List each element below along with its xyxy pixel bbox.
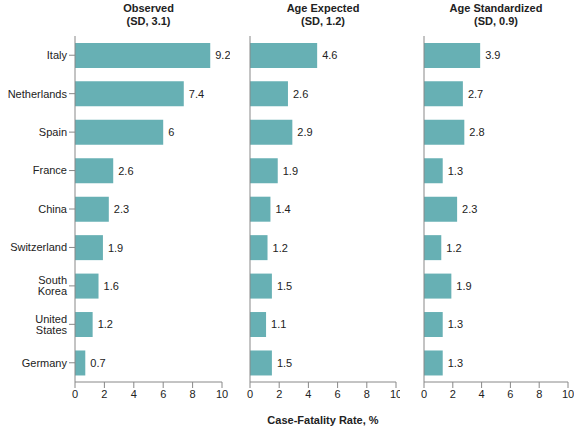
svg-text:6: 6 (160, 388, 166, 400)
svg-text:0.7: 0.7 (90, 357, 105, 369)
svg-text:1.6: 1.6 (104, 280, 119, 292)
svg-text:8: 8 (190, 388, 196, 400)
svg-text:2: 2 (276, 388, 282, 400)
svg-text:2.6: 2.6 (118, 165, 133, 177)
svg-text:2.9: 2.9 (297, 126, 312, 138)
svg-text:8: 8 (536, 388, 542, 400)
svg-text:3.9: 3.9 (485, 49, 500, 61)
svg-text:Italy: Italy (47, 49, 68, 61)
svg-text:2.6: 2.6 (293, 88, 308, 100)
svg-text:1.2: 1.2 (98, 318, 113, 330)
svg-text:6: 6 (335, 388, 341, 400)
svg-text:10: 10 (390, 388, 400, 400)
svg-text:6: 6 (168, 126, 174, 138)
svg-text:10: 10 (562, 388, 569, 400)
svg-text:1.3: 1.3 (448, 165, 463, 177)
svg-text:2.3: 2.3 (114, 203, 129, 215)
svg-text:0: 0 (421, 388, 427, 400)
svg-text:1.9: 1.9 (283, 165, 298, 177)
svg-text:SouthKorea: SouthKorea (38, 274, 68, 297)
svg-text:1.4: 1.4 (275, 203, 290, 215)
svg-text:UnitedStates: UnitedStates (35, 313, 67, 336)
svg-text:1.2: 1.2 (273, 242, 288, 254)
svg-text:1.5: 1.5 (277, 357, 292, 369)
html-text:(SD, 3.1): (SD, 3.1) (126, 15, 171, 27)
svg-text:1.3: 1.3 (448, 318, 463, 330)
svg-text:9.2: 9.2 (215, 49, 230, 61)
svg-text:Case-Fatality Rate, %: Case-Fatality Rate, % (267, 414, 378, 426)
svg-text:10: 10 (216, 388, 228, 400)
svg-text:2.8: 2.8 (469, 126, 484, 138)
html-text:Age Expected: Age Expected (286, 2, 360, 14)
svg-text:6: 6 (507, 388, 513, 400)
svg-text:7.4: 7.4 (189, 88, 204, 100)
svg-text:0: 0 (72, 388, 78, 400)
svg-text:Switzerland: Switzerland (10, 241, 67, 253)
svg-text:4.6: 4.6 (322, 49, 337, 61)
svg-text:1.2: 1.2 (446, 242, 461, 254)
svg-text:2: 2 (450, 388, 456, 400)
svg-text:1.1: 1.1 (271, 318, 286, 330)
svg-text:2: 2 (101, 388, 107, 400)
html-text:(SD, 1.2): (SD, 1.2) (301, 15, 345, 27)
svg-text:Spain: Spain (39, 126, 67, 138)
html-text:Observed: Observed (123, 2, 174, 14)
svg-text:China: China (38, 203, 68, 215)
svg-text:1.9: 1.9 (108, 242, 123, 254)
svg-text:2.3: 2.3 (462, 203, 477, 215)
svg-text:4: 4 (305, 388, 311, 400)
html-text:Age Standardized: Age Standardized (449, 2, 543, 14)
svg-text:Germany: Germany (22, 357, 68, 369)
svg-text:0: 0 (247, 388, 253, 400)
svg-text:1.5: 1.5 (277, 280, 292, 292)
svg-text:8: 8 (364, 388, 370, 400)
svg-text:Netherlands: Netherlands (8, 88, 67, 100)
svg-text:1.3: 1.3 (448, 357, 463, 369)
svg-text:1.9: 1.9 (456, 280, 471, 292)
svg-text:2.7: 2.7 (468, 88, 483, 100)
svg-text:4: 4 (479, 388, 485, 400)
html-text:(SD, 0.9): (SD, 0.9) (474, 15, 518, 27)
svg-text:France: France (33, 164, 67, 176)
svg-text:4: 4 (131, 388, 137, 400)
